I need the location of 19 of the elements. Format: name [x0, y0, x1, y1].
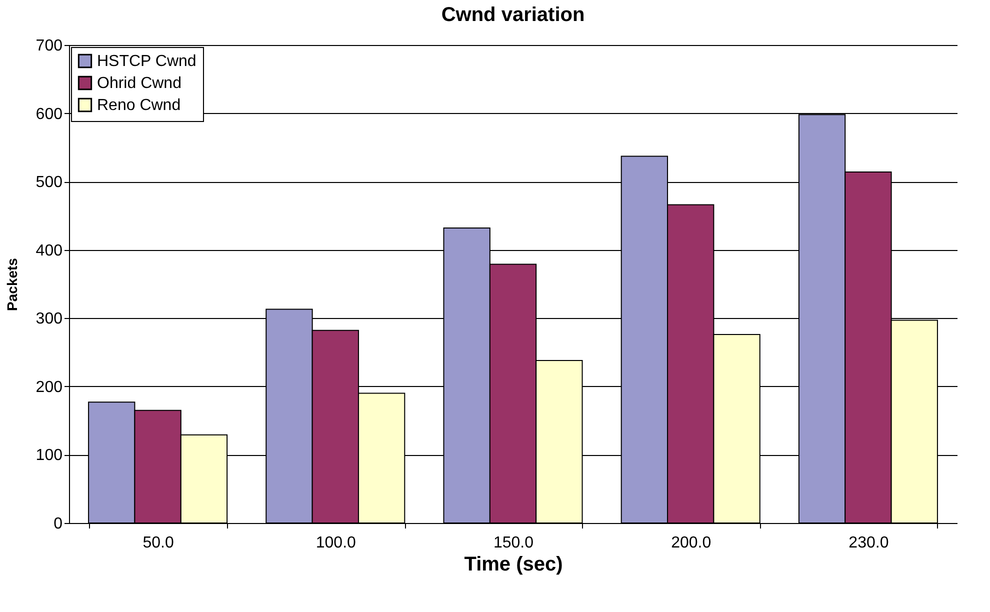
y-tick-label: 100 — [36, 447, 63, 464]
y-tick-label: 700 — [36, 38, 63, 54]
x-tick-label: 200.0 — [671, 534, 712, 552]
y-tick-label: 300 — [36, 310, 63, 328]
y-tick-label: 200 — [36, 378, 63, 396]
y-tick-label: 400 — [36, 242, 63, 260]
y-tick-label: 0 — [54, 516, 63, 532]
x-axis-title: Time (sec) — [464, 554, 563, 576]
x-tick-label: 230.0 — [848, 534, 889, 552]
legend-label: Reno Cwnd — [97, 97, 181, 114]
x-tick-label: 50.0 — [142, 534, 174, 552]
y-tick-label: 600 — [36, 106, 63, 123]
y-tick-label: 500 — [36, 174, 63, 192]
legend-label: Ohrid Cwnd — [97, 75, 182, 92]
x-tick-label: 100.0 — [316, 534, 356, 552]
chart-title: Cwnd variation — [441, 4, 585, 26]
x-tick-label: 150.0 — [493, 534, 534, 552]
legend-label: HSTCP Cwnd — [97, 53, 196, 70]
y-axis-title: Packets — [4, 258, 20, 311]
